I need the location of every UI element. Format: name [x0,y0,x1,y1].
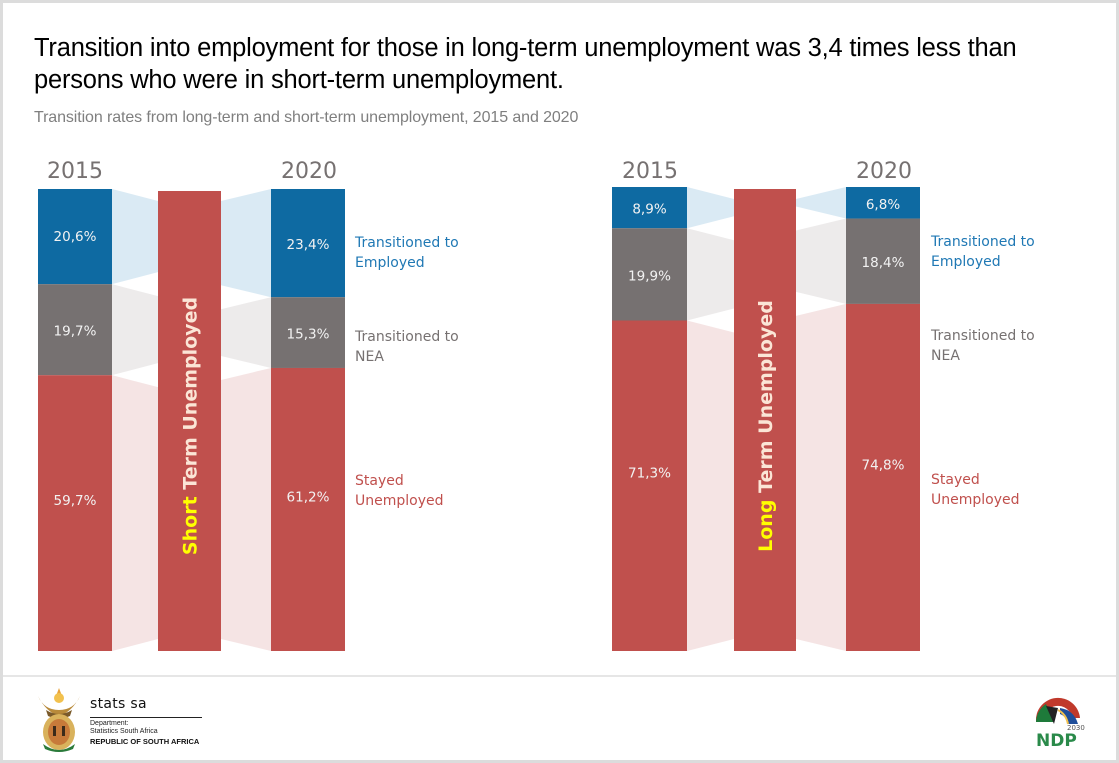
bar-2015-employed-chart-1 [38,189,112,285]
middle-bar-chart-2 [734,189,796,651]
ndp-label: NDP [1036,731,1077,750]
bar-2015-nea-chart-1 [38,284,112,376]
dept-line-2: Statistics South Africa [90,728,158,735]
data-label-2015-employed-chart-2: 8,9% [632,202,666,218]
coat-of-arms-icon [38,688,80,752]
legend-employed-line-2-chart-1: Employed [355,255,425,271]
bar-2020-nea-chart-2 [846,218,920,304]
bar-2015-unemployed-chart-2 [612,320,687,651]
legend-employed-line-1-chart-2: Transitioned to [930,234,1035,250]
middle-bar-chart-1 [158,191,221,651]
flow-2020-unemployed-chart-1 [221,367,271,651]
bar-2020-nea-chart-1 [271,297,345,368]
title-rest: Term Unemployed [180,297,202,496]
data-label-2020-nea-chart-1: 15,3% [287,327,330,343]
page-title: Transition into employment for those in … [34,34,1017,94]
legend-employed-line-1-chart-1: Transitioned to [354,235,459,251]
bar-2015-nea-chart-2 [612,228,687,321]
ndp-year: 2030 [1067,724,1085,732]
flow-2020-nea-chart-1 [221,297,271,368]
data-label-2015-employed-chart-1: 20,6% [54,229,97,245]
legend-unemployed-line-2-chart-1: Unemployed [355,493,444,509]
title-highlight: Long [755,500,777,552]
data-label-2020-unemployed-chart-2: 74,8% [862,457,905,473]
flow-2020-nea-chart-2 [796,218,846,304]
legend-unemployed-line-1-chart-2: Stayed [931,472,980,488]
dept-line-1: Department: [90,720,129,727]
org-rule [90,717,202,718]
flow-2015-nea-chart-1 [112,284,158,376]
data-label-2015-unemployed-chart-2: 71,3% [628,466,671,482]
year-label-2020-chart-1: 2020 [281,159,337,184]
legend-nea-line-1-chart-1: Transitioned to [354,329,459,345]
data-label-2020-unemployed-chart-1: 61,2% [287,489,330,505]
flow-2020-employed-chart-2 [796,187,846,219]
flow-2015-employed-chart-1 [112,189,158,285]
year-label-2020-chart-2: 2020 [856,159,912,184]
legend-nea-line-1-chart-2: Transitioned to [930,328,1035,344]
flow-2015-employed-chart-2 [687,187,734,229]
data-label-2015-nea-chart-2: 19,9% [628,268,671,284]
bar-2015-unemployed-chart-1 [38,375,112,651]
ndp-logo-icon: 2030 NDP [1035,697,1085,751]
legend-nea-line-2-chart-1: NEA [355,349,384,365]
data-label-2015-nea-chart-1: 19,7% [54,324,97,340]
middle-bar-title-chart-1: Short Term Unemployed [180,297,202,555]
country-name: REPUBLIC OF SOUTH AFRICA [90,737,200,746]
middle-bar-title-chart-2: Long Term Unemployed [755,300,777,552]
footer-divider [3,675,1116,677]
chart-subtitle: Transition rates from long-term and shor… [34,109,579,126]
bar-2020-employed-chart-2 [846,187,920,219]
data-label-2020-employed-chart-2: 6,8% [866,197,900,213]
flow-2015-unemployed-chart-2 [687,320,734,651]
data-label-2020-employed-chart-1: 23,4% [287,237,330,253]
bar-2020-unemployed-chart-2 [846,303,920,651]
org-name: stats sa [90,696,147,712]
year-label-2015-chart-2: 2015 [622,159,678,184]
bar-2020-employed-chart-1 [271,189,345,298]
flow-2015-nea-chart-2 [687,228,734,321]
title-rest: Term Unemployed [755,300,777,499]
bar-2020-unemployed-chart-1 [271,367,345,651]
department-text: Department: Statistics South Africa [90,720,158,736]
bar-2015-employed-chart-2 [612,187,687,229]
data-label-2020-nea-chart-2: 18,4% [862,255,905,271]
transition-charts: 20,6% 19,7% 59,7% 2015 23,4% 15,3% 61,2% 2020 Sh… [38,159,1035,651]
stats-sa-logo: stats sa Department: Statistics South Af… [34,686,214,752]
data-label-2015-unemployed-chart-1: 59,7% [54,493,97,509]
legend-unemployed-line-2-chart-2: Unemployed [931,492,1020,508]
legend-unemployed-line-1-chart-1: Stayed [355,473,404,489]
legend-employed-line-2-chart-2: Employed [931,254,1001,270]
flow-2015-unemployed-chart-1 [112,375,158,651]
title-highlight: Short [180,496,202,555]
legend-nea-line-2-chart-2: NEA [931,348,960,364]
flow-2020-employed-chart-1 [221,189,271,298]
ndp-logo: 2030 NDP [1030,694,1086,751]
flow-2020-unemployed-chart-2 [796,303,846,651]
year-label-2015-chart-1: 2015 [47,159,103,184]
